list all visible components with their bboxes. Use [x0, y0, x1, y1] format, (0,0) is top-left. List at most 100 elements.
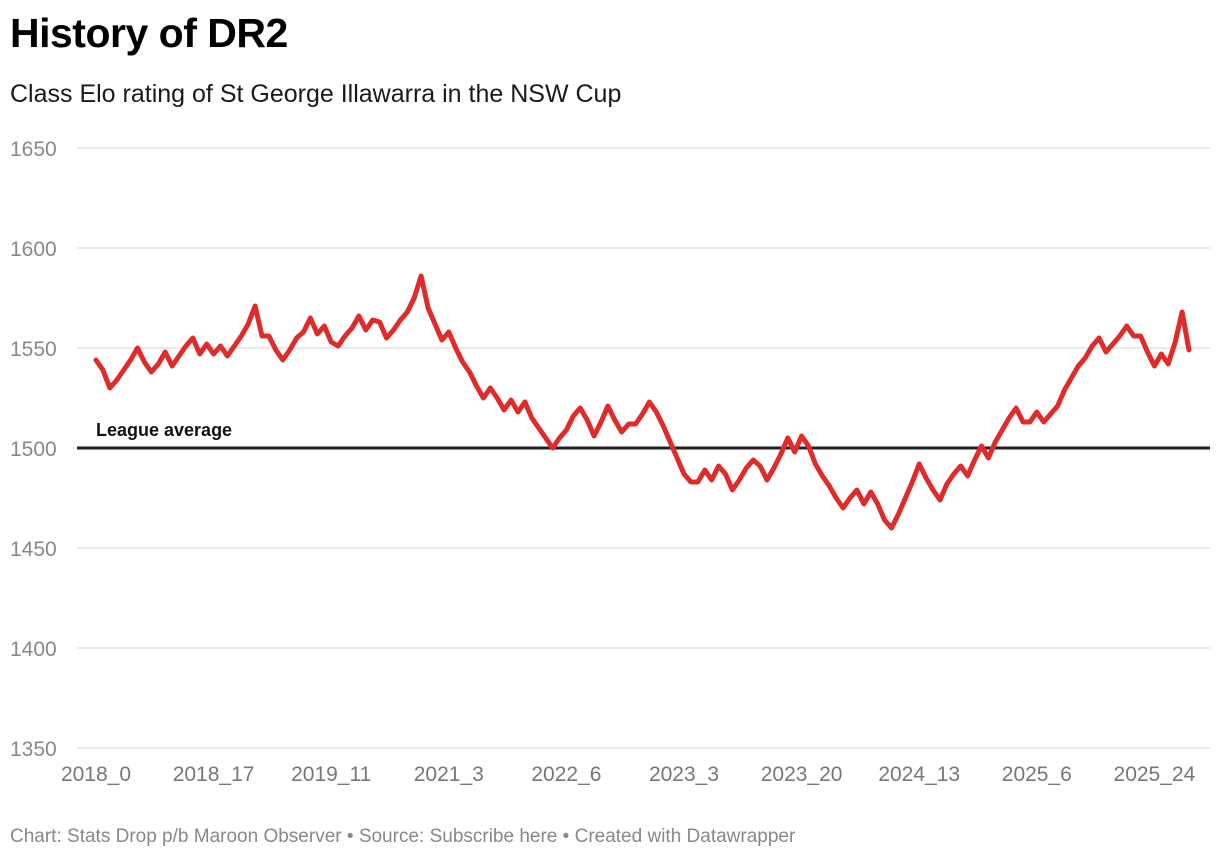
- data-point: [689, 480, 693, 484]
- data-point: [488, 386, 492, 390]
- x-tick-label: 2025_24: [1114, 763, 1196, 786]
- data-point: [260, 334, 264, 338]
- data-point: [1042, 420, 1046, 424]
- data-point: [910, 480, 914, 484]
- source-label: Source:: [358, 826, 430, 847]
- data-point: [1187, 348, 1191, 352]
- x-tick-label: 2025_6: [1002, 763, 1072, 786]
- y-tick-label: 1400: [10, 638, 57, 661]
- footer-separator: •: [557, 826, 575, 847]
- data-point: [101, 368, 105, 372]
- data-point: [717, 464, 721, 468]
- y-tick-label: 1600: [10, 238, 57, 261]
- data-point: [564, 428, 568, 432]
- data-point: [315, 332, 319, 336]
- data-point: [917, 462, 921, 466]
- data-point: [703, 468, 707, 472]
- data-point: [1159, 352, 1163, 356]
- data-point: [184, 344, 188, 348]
- data-point: [267, 334, 271, 338]
- data-point: [405, 310, 409, 314]
- data-point: [461, 360, 465, 364]
- created-with-credit[interactable]: Created with Datawrapper: [574, 826, 796, 847]
- data-point: [606, 404, 610, 408]
- data-point: [537, 426, 541, 430]
- data-point: [807, 444, 811, 448]
- data-point: [765, 478, 769, 482]
- data-point: [641, 412, 645, 416]
- data-point: [668, 440, 672, 444]
- data-point: [599, 420, 603, 424]
- data-point: [903, 496, 907, 500]
- data-point: [177, 354, 181, 358]
- data-point: [841, 506, 845, 510]
- data-point: [288, 348, 292, 352]
- data-point: [931, 488, 935, 492]
- data-point: [350, 326, 354, 330]
- x-tick-label: 2023_20: [761, 763, 843, 786]
- data-point: [440, 338, 444, 342]
- data-point: [675, 456, 679, 460]
- data-point: [966, 474, 970, 478]
- y-tick-label: 1550: [10, 338, 57, 361]
- y-tick-label: 1500: [10, 438, 57, 461]
- data-point: [509, 398, 513, 402]
- x-tick-label: 2019_11: [291, 763, 371, 786]
- data-point: [848, 496, 852, 500]
- x-tick-label: 2022_6: [531, 763, 601, 786]
- data-point: [855, 488, 859, 492]
- data-point: [232, 344, 236, 348]
- league-average-label: League average: [96, 420, 232, 440]
- data-point: [115, 378, 119, 382]
- data-point: [973, 458, 977, 462]
- x-tick-label: 2018_0: [61, 763, 131, 786]
- data-point: [225, 354, 229, 358]
- y-tick-label: 1350: [10, 738, 57, 761]
- data-point: [108, 386, 112, 390]
- data-point: [343, 334, 347, 338]
- data-point: [412, 296, 416, 300]
- data-point: [136, 346, 140, 350]
- data-point: [800, 434, 804, 438]
- data-point: [862, 502, 866, 506]
- data-point: [813, 462, 817, 466]
- data-point: [1152, 364, 1156, 368]
- x-tick-label: 2021_3: [414, 763, 484, 786]
- data-point: [122, 368, 126, 372]
- data-point: [295, 336, 299, 340]
- data-point: [544, 436, 548, 440]
- data-point: [1166, 362, 1170, 366]
- data-point: [1049, 412, 1053, 416]
- data-point: [758, 464, 762, 468]
- data-point: [820, 474, 824, 478]
- data-point: [371, 318, 375, 322]
- data-point: [1076, 364, 1080, 368]
- data-point: [1146, 350, 1150, 354]
- data-point: [1069, 376, 1073, 380]
- data-point: [481, 396, 485, 400]
- data-point: [468, 370, 472, 374]
- data-point: [682, 472, 686, 476]
- data-point: [647, 400, 651, 404]
- data-point: [744, 466, 748, 470]
- data-point: [322, 324, 326, 328]
- data-point: [1090, 344, 1094, 348]
- data-point: [1014, 406, 1018, 410]
- data-point: [454, 346, 458, 350]
- data-point: [212, 352, 216, 356]
- data-point: [661, 424, 665, 428]
- data-point: [392, 328, 396, 332]
- data-point: [149, 370, 153, 374]
- y-tick-label: 1450: [10, 538, 57, 561]
- data-point: [654, 410, 658, 414]
- data-point: [772, 466, 776, 470]
- data-point: [737, 478, 741, 482]
- source-link[interactable]: Subscribe here: [429, 826, 558, 847]
- data-point: [558, 436, 562, 440]
- data-point: [897, 512, 901, 516]
- x-tick-label: 2023_3: [649, 763, 719, 786]
- data-point: [890, 526, 894, 530]
- data-point: [980, 444, 984, 448]
- data-point: [1111, 342, 1115, 346]
- data-point: [938, 498, 942, 502]
